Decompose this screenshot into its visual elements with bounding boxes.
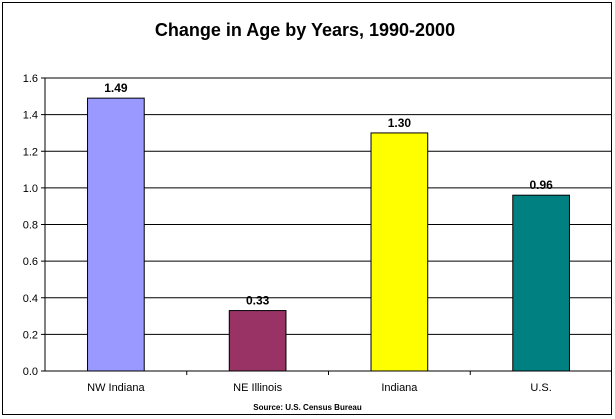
bar [87, 97, 145, 372]
x-tick-label: NW Indiana [87, 382, 145, 394]
chart-title: Change in Age by Years, 1990-2000 [154, 20, 456, 40]
bar [228, 310, 287, 372]
y-tick-label: 1.0 [23, 183, 38, 195]
chart-source: Source: U.S. Census Bureau [253, 403, 362, 412]
bar [370, 132, 429, 372]
y-tick-label: 0.0 [23, 366, 38, 378]
y-tick-label: 1.6 [23, 73, 38, 85]
data-label: 0.33 [246, 294, 270, 308]
y-tick-label: 1.2 [23, 146, 38, 158]
y-tick-label: 0.2 [23, 329, 38, 341]
x-tick-label: U.S. [530, 382, 551, 394]
y-tick-label: 1.4 [23, 110, 38, 122]
y-tick-label: 0.6 [23, 256, 38, 268]
y-tick-label: 0.8 [23, 220, 38, 232]
data-label: 0.96 [529, 178, 553, 192]
y-tick-label: 0.4 [23, 293, 38, 305]
bar [512, 194, 570, 372]
x-tick-label: NE Illinois [233, 382, 282, 394]
x-tick-label: Indiana [381, 382, 418, 394]
data-label: 1.49 [104, 81, 128, 95]
data-label: 1.30 [388, 116, 412, 130]
